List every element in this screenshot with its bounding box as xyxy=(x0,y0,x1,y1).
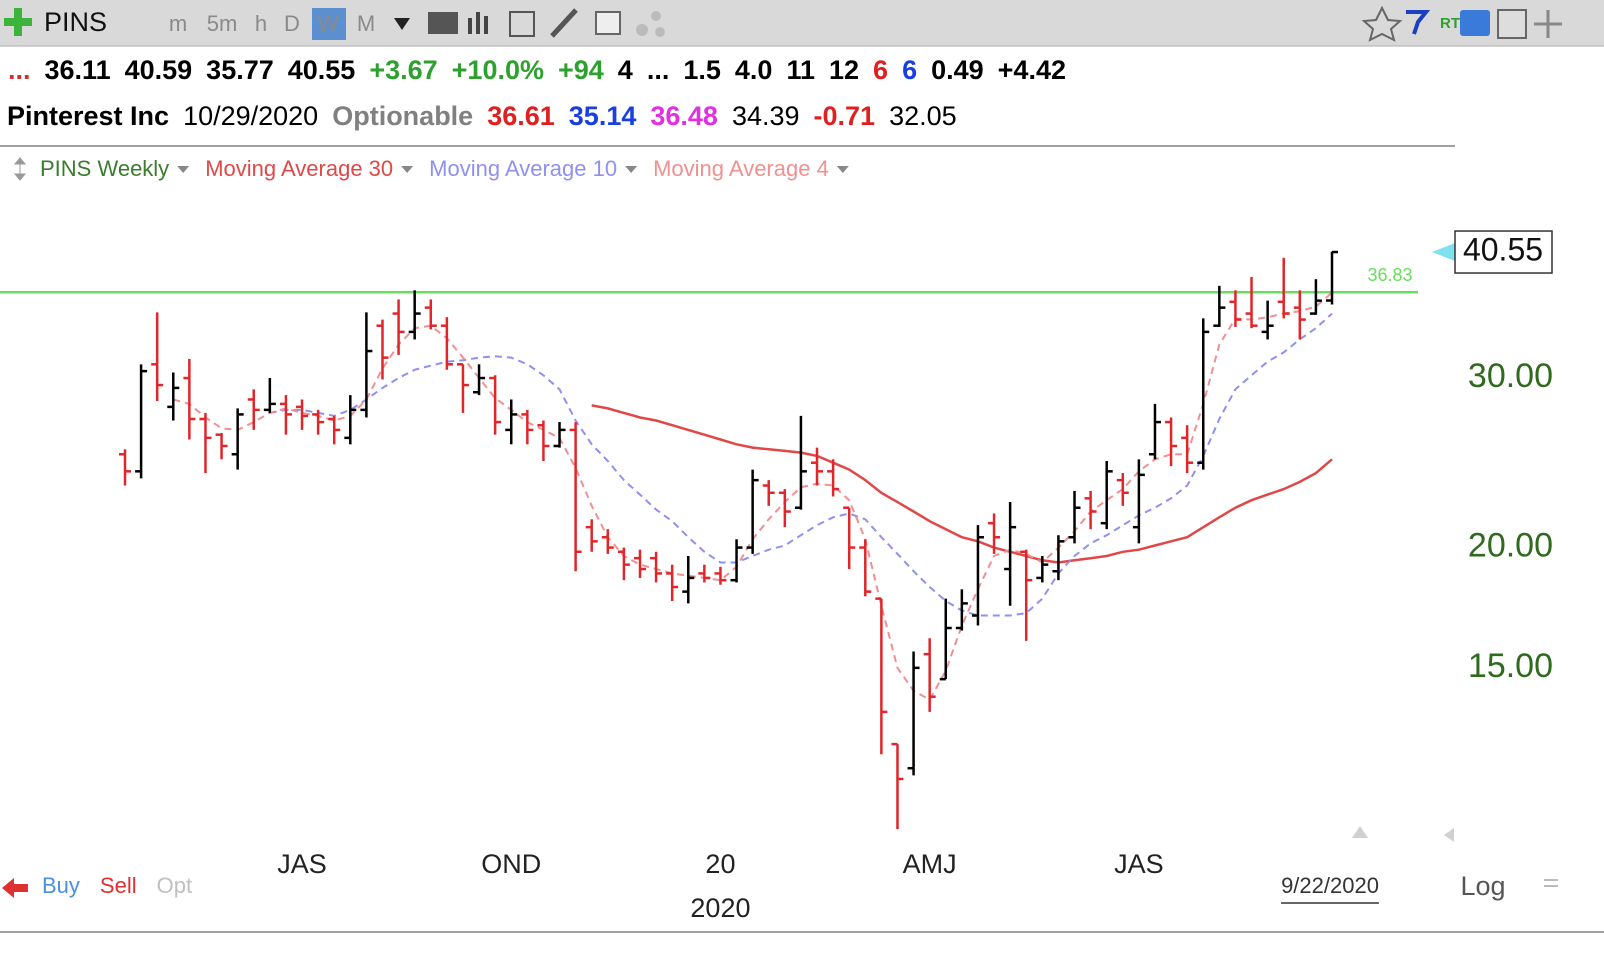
info-field: 34.39 xyxy=(732,101,800,131)
legend-dropdown[interactable] xyxy=(625,166,638,173)
bars-icon[interactable] xyxy=(468,12,488,34)
price-tag xyxy=(1454,230,1553,274)
scale-toggle[interactable]: Log xyxy=(1460,871,1505,901)
legend-entry[interactable]: Moving Average 10 xyxy=(429,156,617,181)
order-button[interactable]: Sell xyxy=(100,873,137,898)
x-tick-label: JAS xyxy=(277,849,327,879)
quote-field: 36.11 xyxy=(45,55,111,85)
trade-icon[interactable] xyxy=(2,878,28,898)
info-field: 32.05 xyxy=(889,101,957,131)
s-icon[interactable] xyxy=(1460,10,1490,36)
symbol[interactable]: PINS xyxy=(44,7,107,37)
legend-entry[interactable]: PINS Weekly xyxy=(40,156,169,181)
moving-average-line xyxy=(591,404,1333,564)
flag-icon[interactable] xyxy=(1406,10,1431,35)
quote-field: 6 xyxy=(902,55,917,85)
info-field: Optionable xyxy=(332,101,473,131)
quote-field: ... xyxy=(647,55,670,85)
price-pointer xyxy=(1432,243,1455,262)
quote-field: +3.67 xyxy=(369,55,437,85)
cursor-date: 9/22/2020 xyxy=(1281,873,1379,898)
timeframe[interactable]: D xyxy=(284,11,300,36)
y-tick-label: 15.00 xyxy=(1468,647,1553,685)
link-icon[interactable] xyxy=(636,11,665,37)
quote-field: +10.0% xyxy=(452,55,544,85)
x-tick-label: OND xyxy=(481,849,541,879)
legend-dropdown[interactable] xyxy=(836,166,849,173)
quote-field: 12 xyxy=(829,55,859,85)
info-field: 10/29/2020 xyxy=(183,101,318,131)
star-icon[interactable] xyxy=(1361,5,1403,42)
level-label: 36.83 xyxy=(1367,265,1412,285)
legend-dropdown[interactable] xyxy=(401,166,414,173)
add-icon[interactable] xyxy=(4,8,32,36)
resize-icon[interactable] xyxy=(13,157,27,181)
x-tick-label: JAS xyxy=(1114,849,1164,879)
quote-field: 4 xyxy=(618,55,633,85)
dropdown-icon[interactable] xyxy=(394,18,410,30)
quote-field: 35.77 xyxy=(206,55,274,85)
order-button[interactable]: Buy xyxy=(42,873,80,898)
timeframe[interactable]: 5m xyxy=(207,11,238,36)
info-field: Pinterest Inc xyxy=(7,101,169,131)
quote-field: 6 xyxy=(873,55,888,85)
quote-field: +94 xyxy=(558,55,604,85)
scroll-up-icon[interactable] xyxy=(1352,826,1368,838)
quote-field: 0.49 xyxy=(931,55,984,85)
quote-field: 11 xyxy=(786,55,815,85)
legend-entry[interactable]: Moving Average 30 xyxy=(205,156,393,181)
y-tick-label: 30.00 xyxy=(1468,357,1553,395)
menu-icon[interactable] xyxy=(1544,879,1558,887)
quote-field: ... xyxy=(8,55,31,85)
toolbar-bg xyxy=(0,0,1604,46)
timeframe[interactable]: h xyxy=(255,11,267,36)
quote-field: 4.0 xyxy=(735,55,773,85)
x-tick-label: AMJ xyxy=(903,849,957,879)
y-tick-label: 20.00 xyxy=(1468,527,1553,565)
price-tag-label: 40.55 xyxy=(1463,231,1543,267)
quote-field: 1.5 xyxy=(683,55,721,85)
info-field: 36.48 xyxy=(650,101,718,131)
active-timeframe-bg xyxy=(312,8,346,40)
timeframe[interactable]: m xyxy=(169,11,187,36)
note-icon[interactable] xyxy=(595,11,621,35)
x-tick-label: 20 xyxy=(705,849,735,879)
move-icon[interactable] xyxy=(1534,10,1562,38)
order-button[interactable]: Opt xyxy=(157,873,192,898)
quote-field: 40.59 xyxy=(125,55,193,85)
timeframe[interactable]: W xyxy=(318,11,339,36)
timeframe[interactable]: M xyxy=(357,11,375,36)
info-field: 36.61 xyxy=(487,101,555,131)
rt-label[interactable]: RT xyxy=(1440,15,1460,32)
info-field: 35.14 xyxy=(569,101,637,131)
text-tool-icon[interactable] xyxy=(428,12,458,34)
moving-average-line xyxy=(269,312,1333,617)
legend-entry[interactable]: Moving Average 4 xyxy=(653,156,829,181)
info-field: -0.71 xyxy=(814,101,876,131)
quote-field: +4.42 xyxy=(998,55,1066,85)
legend-dropdown[interactable] xyxy=(177,166,190,173)
scroll-left-icon[interactable] xyxy=(1444,828,1454,842)
quote-field: 40.55 xyxy=(288,55,356,85)
draw-icon[interactable] xyxy=(550,8,578,38)
save-icon[interactable] xyxy=(1497,9,1527,39)
grid-icon[interactable] xyxy=(509,11,535,37)
x-year-label: 2020 xyxy=(690,893,750,923)
